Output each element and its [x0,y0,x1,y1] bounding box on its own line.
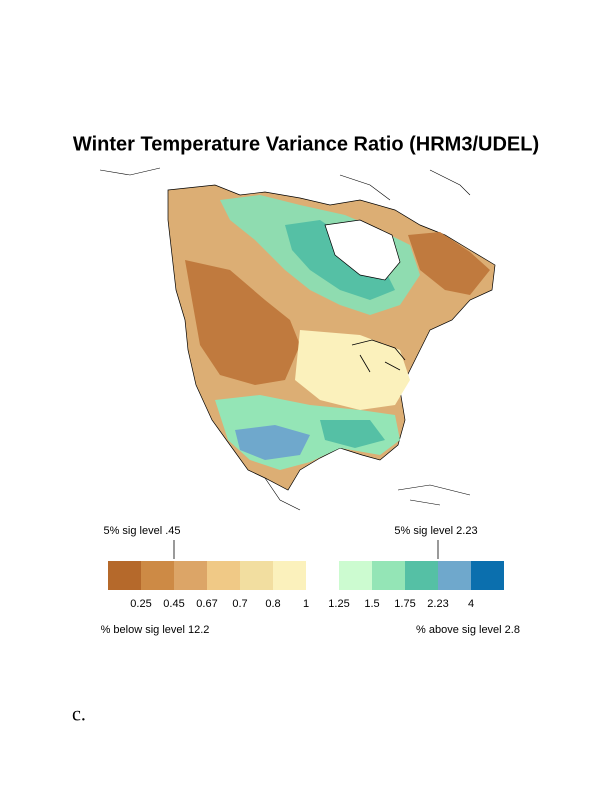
colorbar-label: 2.23 [427,598,448,610]
colorbar-box [174,561,207,590]
region-teal [285,220,395,300]
title: Winter Temperature Variance Ratio (HRM3/… [73,133,539,155]
high-sig-label: 5% sig level 2.23 [394,525,477,537]
colorbar-box [339,561,372,590]
hudson-bay [324,219,401,281]
colorbar-box [372,561,405,590]
colorbar-box [438,561,471,590]
colorbar-box [207,561,240,590]
region-dark [185,260,300,385]
colorbar-box [273,561,306,590]
region-blue [235,425,310,460]
colorbar-label: 0.8 [265,598,280,610]
colorbar-box [471,561,504,590]
colorbar-box [405,561,438,590]
colorbar-label: 0.25 [130,598,151,610]
colorbar: 0.25 0.45 0.67 0.7 0.8 1 1.25 1.5 1.75 2.23 4 [108,540,504,610]
coastline [99,167,471,511]
low-sig-label: 5% sig level .45 [103,525,180,537]
colorbar-box [240,561,273,590]
colorbar-label: 1 [303,598,309,610]
great-lakes [351,339,406,373]
colorbar-label: 0.45 [163,598,184,610]
panel-label: c. [72,704,86,726]
region-dark [408,232,490,295]
colorbar-box [141,561,174,590]
region-teal [320,420,385,448]
above-label: % above sig level 2.8 [416,624,520,636]
colorbar-label: 1.25 [328,598,349,610]
colorbar-label: 0.67 [196,598,217,610]
region-light [295,330,410,410]
colorbar-label: 4 [468,598,474,610]
colorbar-label: 1.75 [394,598,415,610]
map [99,167,496,511]
below-label: % below sig level 12.2 [101,624,210,636]
colorbar-label: 0.7 [232,598,247,610]
colorbar-box [108,561,141,590]
colorbar-box [306,561,339,590]
colorbar-label: 1.5 [364,598,379,610]
